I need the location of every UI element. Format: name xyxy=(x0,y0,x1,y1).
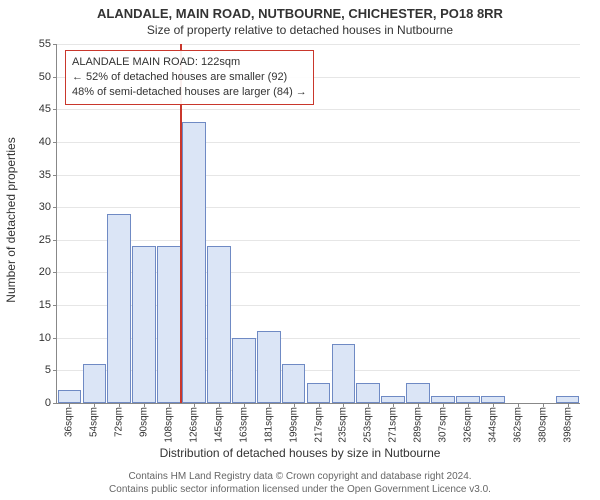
x-tick-mark xyxy=(94,403,95,407)
x-tick-label: 235sqm xyxy=(338,403,349,443)
histogram-bar xyxy=(58,390,82,403)
histogram-bar xyxy=(406,383,430,403)
y-tick-mark xyxy=(53,403,57,404)
x-tick-mark xyxy=(269,403,270,407)
gridline xyxy=(57,109,580,110)
histogram-bar xyxy=(107,214,131,403)
x-tick-mark xyxy=(69,403,70,407)
histogram-bar xyxy=(83,364,107,403)
x-tick-label: 398sqm xyxy=(562,403,573,443)
x-tick-label: 307sqm xyxy=(438,403,449,443)
annotation-box: ALANDALE MAIN ROAD: 122sqm← 52% of detac… xyxy=(65,50,314,105)
x-tick-mark xyxy=(244,403,245,407)
credits-line-1: Contains HM Land Registry data © Crown c… xyxy=(0,471,600,484)
y-tick-mark xyxy=(53,370,57,371)
histogram-bar xyxy=(282,364,306,403)
credits-line-2: Contains public sector information licen… xyxy=(0,484,600,497)
gridline xyxy=(57,142,580,143)
x-tick-mark xyxy=(518,403,519,407)
annotation-line: 48% of semi-detached houses are larger (… xyxy=(72,85,307,100)
histogram-bar xyxy=(132,246,156,403)
x-tick-label: 362sqm xyxy=(512,403,523,443)
x-tick-mark xyxy=(169,403,170,407)
gridline xyxy=(57,175,580,176)
y-tick-mark xyxy=(53,272,57,273)
x-tick-label: 126sqm xyxy=(188,403,199,443)
histogram-bar xyxy=(232,338,256,403)
histogram-bar xyxy=(257,331,281,403)
x-tick-mark xyxy=(443,403,444,407)
histogram-bar xyxy=(182,122,206,403)
gridline xyxy=(57,44,580,45)
x-tick-mark xyxy=(343,403,344,407)
x-tick-label: 271sqm xyxy=(388,403,399,443)
annotation-line: ← 52% of detached houses are smaller (92… xyxy=(72,70,307,85)
y-tick-mark xyxy=(53,142,57,143)
y-tick-mark xyxy=(53,305,57,306)
x-tick-label: 289sqm xyxy=(413,403,424,443)
histogram-bar xyxy=(332,344,356,403)
x-tick-mark xyxy=(543,403,544,407)
y-axis-label: Number of detached properties xyxy=(4,55,18,220)
x-tick-label: 380sqm xyxy=(537,403,548,443)
chart-wrapper: ALANDALE, MAIN ROAD, NUTBOURNE, CHICHEST… xyxy=(0,0,600,500)
gridline xyxy=(57,207,580,208)
histogram-bar xyxy=(207,246,231,403)
plot-area: 051015202530354045505536sqm54sqm72sqm90s… xyxy=(56,44,580,404)
histogram-bar xyxy=(157,246,181,403)
x-tick-mark xyxy=(119,403,120,407)
x-tick-mark xyxy=(493,403,494,407)
chart-title: ALANDALE, MAIN ROAD, NUTBOURNE, CHICHEST… xyxy=(0,0,600,21)
y-tick-mark xyxy=(53,109,57,110)
x-tick-label: 108sqm xyxy=(164,403,175,443)
annotation-line: ALANDALE MAIN ROAD: 122sqm xyxy=(72,55,307,70)
y-tick-mark xyxy=(53,240,57,241)
x-tick-label: 326sqm xyxy=(462,403,473,443)
x-tick-label: 344sqm xyxy=(487,403,498,443)
x-tick-label: 36sqm xyxy=(64,403,75,437)
y-tick-mark xyxy=(53,207,57,208)
x-tick-label: 253sqm xyxy=(363,403,374,443)
x-tick-mark xyxy=(294,403,295,407)
y-tick-mark xyxy=(53,175,57,176)
x-tick-label: 199sqm xyxy=(288,403,299,443)
x-tick-mark xyxy=(468,403,469,407)
x-tick-label: 90sqm xyxy=(139,403,150,437)
histogram-bar xyxy=(356,383,380,403)
x-tick-label: 145sqm xyxy=(213,403,224,443)
chart-subtitle: Size of property relative to detached ho… xyxy=(0,21,600,37)
y-tick-mark xyxy=(53,44,57,45)
y-tick-mark xyxy=(53,338,57,339)
x-tick-label: 163sqm xyxy=(238,403,249,443)
gridline xyxy=(57,240,580,241)
x-tick-mark xyxy=(219,403,220,407)
x-tick-label: 72sqm xyxy=(114,403,125,437)
x-tick-label: 54sqm xyxy=(89,403,100,437)
x-axis-label: Distribution of detached houses by size … xyxy=(0,446,600,460)
y-tick-mark xyxy=(53,77,57,78)
x-tick-mark xyxy=(194,403,195,407)
histogram-bar xyxy=(307,383,331,403)
x-tick-mark xyxy=(319,403,320,407)
x-tick-mark xyxy=(368,403,369,407)
x-tick-mark xyxy=(418,403,419,407)
x-tick-label: 217sqm xyxy=(313,403,324,443)
credits: Contains HM Land Registry data © Crown c… xyxy=(0,471,600,496)
x-tick-mark xyxy=(144,403,145,407)
x-tick-label: 181sqm xyxy=(263,403,274,443)
x-tick-mark xyxy=(568,403,569,407)
x-tick-mark xyxy=(393,403,394,407)
